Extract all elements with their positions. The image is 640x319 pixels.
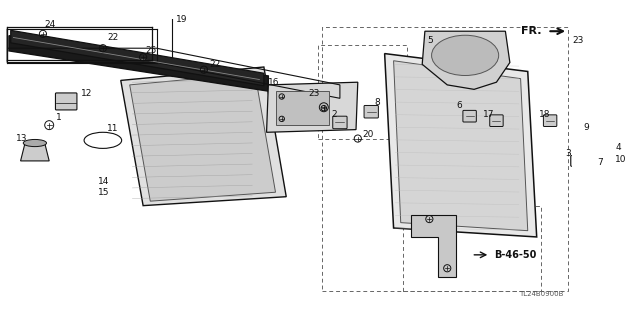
Bar [275, 91, 329, 125]
Text: 14: 14 [99, 177, 110, 186]
Text: 9: 9 [583, 123, 589, 132]
Text: 20: 20 [362, 130, 374, 138]
Polygon shape [121, 67, 286, 206]
Text: 16: 16 [268, 78, 280, 87]
Bar [317, 45, 407, 138]
Text: 2: 2 [331, 110, 337, 119]
Text: 24: 24 [45, 20, 56, 29]
FancyBboxPatch shape [543, 115, 557, 126]
Text: FR.: FR. [521, 26, 541, 36]
Text: 5: 5 [428, 36, 433, 45]
FancyBboxPatch shape [575, 133, 588, 144]
Text: 13: 13 [16, 134, 28, 143]
FancyBboxPatch shape [463, 110, 476, 122]
Bar [403, 206, 541, 291]
Polygon shape [412, 215, 456, 277]
Text: 12: 12 [81, 89, 92, 98]
FancyBboxPatch shape [589, 163, 601, 174]
Text: 18: 18 [538, 110, 550, 119]
Text: 22: 22 [108, 33, 118, 42]
Polygon shape [11, 30, 264, 86]
FancyBboxPatch shape [571, 156, 583, 166]
Text: 19: 19 [176, 15, 188, 24]
Text: 22: 22 [209, 60, 221, 69]
Text: 3: 3 [565, 149, 571, 158]
FancyBboxPatch shape [364, 106, 378, 118]
Text: 17: 17 [483, 110, 495, 119]
Text: 1: 1 [56, 114, 61, 122]
FancyBboxPatch shape [56, 93, 77, 110]
Text: 23: 23 [572, 36, 584, 45]
FancyBboxPatch shape [490, 115, 503, 126]
Text: TL24B0900B: TL24B0900B [519, 291, 564, 297]
Polygon shape [20, 143, 49, 161]
Text: 11: 11 [108, 124, 119, 133]
Ellipse shape [23, 139, 47, 147]
FancyBboxPatch shape [333, 116, 347, 129]
Polygon shape [9, 36, 268, 91]
Polygon shape [130, 73, 275, 201]
Text: 15: 15 [99, 188, 110, 197]
Polygon shape [394, 61, 528, 231]
Text: 23: 23 [308, 89, 320, 98]
Text: 6: 6 [456, 101, 462, 110]
Text: 10: 10 [616, 155, 627, 164]
Text: 8: 8 [374, 98, 380, 107]
Polygon shape [266, 82, 358, 132]
Text: 4: 4 [616, 143, 621, 152]
Text: 25: 25 [145, 46, 156, 56]
Polygon shape [422, 31, 510, 89]
Text: 7: 7 [598, 158, 604, 167]
Bar [322, 27, 568, 291]
Ellipse shape [431, 35, 499, 76]
Text: B-46-50: B-46-50 [493, 250, 536, 260]
Polygon shape [385, 54, 537, 237]
